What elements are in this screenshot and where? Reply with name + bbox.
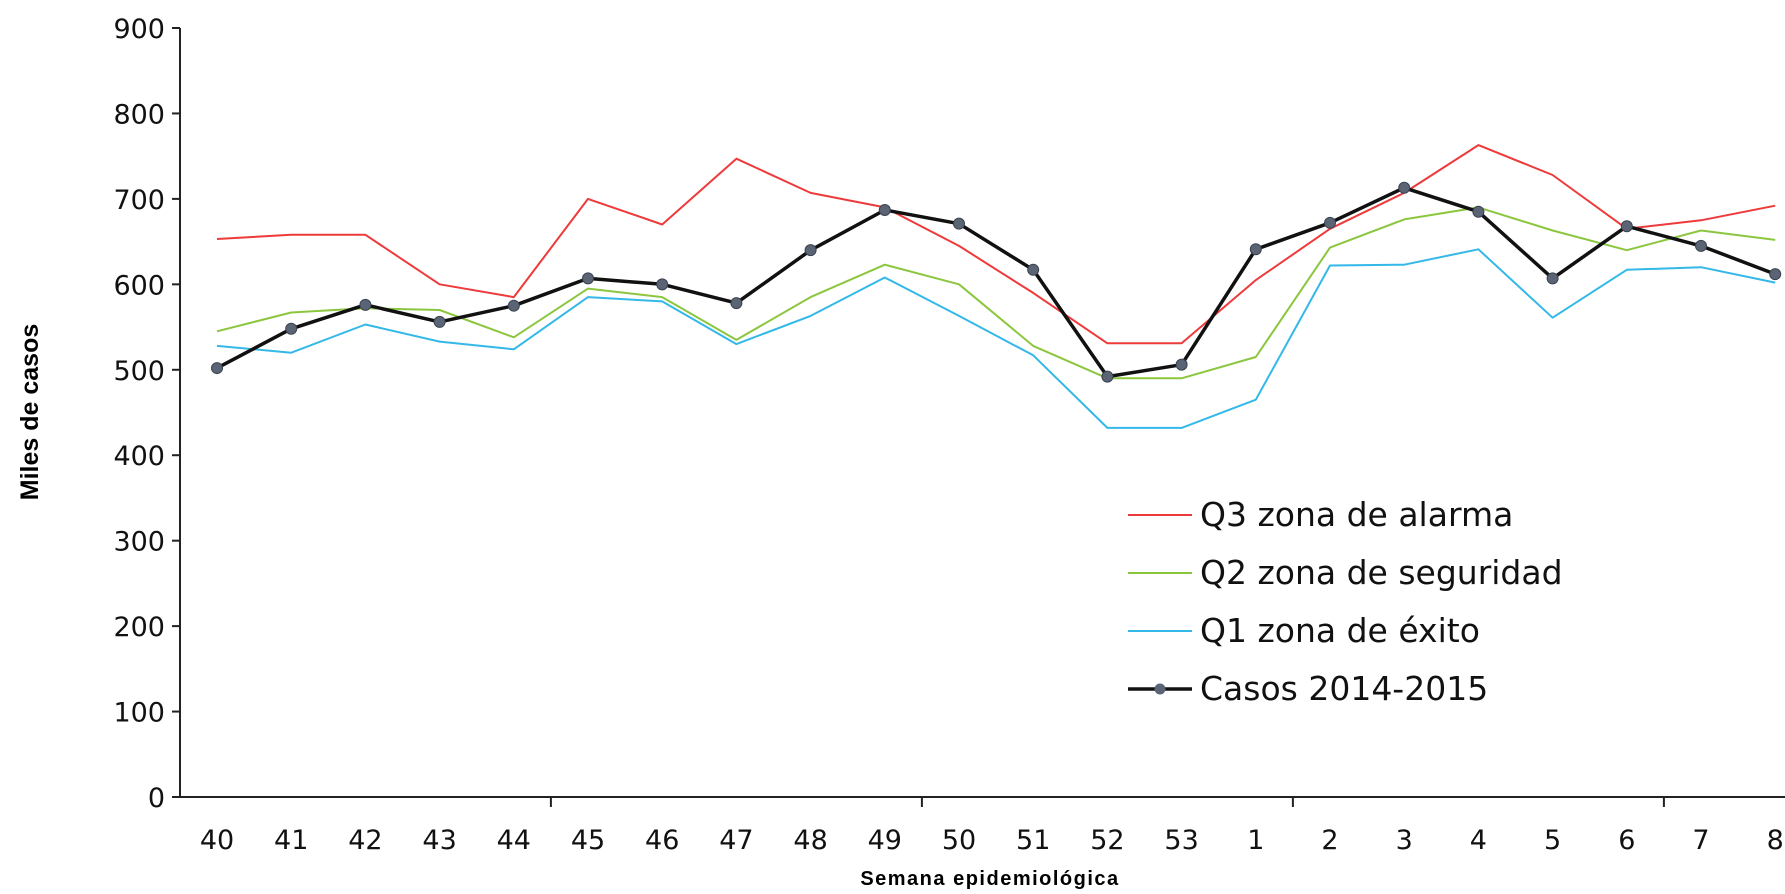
data-point bbox=[433, 315, 446, 328]
x-tick-label: 44 bbox=[497, 825, 531, 856]
data-point bbox=[285, 322, 298, 335]
x-tick-label: 46 bbox=[645, 825, 679, 856]
y-tick-label: 500 bbox=[113, 356, 165, 387]
x-tick-label: 7 bbox=[1692, 825, 1709, 856]
x-ticks: 40 41 42 43 44 45 46 47 48 49 50 51 52 53 1 2 3 4 5 6 7 8 bbox=[200, 797, 1784, 856]
data-point bbox=[1620, 220, 1633, 233]
legend-label: Q2 zona de seguridad bbox=[1200, 553, 1563, 592]
data-point bbox=[359, 298, 372, 311]
data-point bbox=[1101, 370, 1114, 383]
data-point bbox=[953, 217, 965, 230]
data-point bbox=[1398, 181, 1411, 194]
x-tick-label: 43 bbox=[422, 825, 456, 856]
legend-label: Q3 zona de alarma bbox=[1200, 495, 1513, 534]
data-point bbox=[1472, 205, 1485, 218]
y-tick-label: 700 bbox=[113, 185, 165, 216]
x-tick-label: 40 bbox=[200, 825, 234, 856]
x-tick-label: 53 bbox=[1164, 825, 1198, 856]
y-ticks: 0 100 200 300 400 500 600 700 800 900 bbox=[113, 14, 180, 814]
y-tick-label: 600 bbox=[113, 270, 165, 301]
x-tick-label: 48 bbox=[793, 825, 827, 856]
data-point bbox=[1324, 216, 1336, 229]
series-line-q1-zona-de-xito bbox=[216, 248, 1776, 429]
data-point bbox=[211, 362, 223, 375]
x-tick-label: 49 bbox=[868, 825, 902, 856]
data-point bbox=[804, 244, 817, 257]
x-tick-label: 50 bbox=[942, 825, 976, 856]
legend-marker bbox=[1154, 683, 1166, 695]
y-axis-title: Miles de casos bbox=[16, 324, 44, 500]
series-line-q3-zona-de-alarma bbox=[216, 144, 1776, 345]
x-tick-label: 8 bbox=[1767, 825, 1784, 856]
series-markers bbox=[211, 181, 1782, 383]
legend-label: Casos 2014-2015 bbox=[1200, 669, 1488, 708]
series-lines bbox=[216, 144, 1776, 429]
y-tick-label: 100 bbox=[113, 698, 165, 729]
series-line-q2-zona-de-seguridad bbox=[216, 206, 1776, 380]
x-tick-label: 1 bbox=[1247, 825, 1264, 856]
axes bbox=[179, 28, 1785, 798]
x-tick-label: 41 bbox=[274, 825, 308, 856]
x-tick-label: 47 bbox=[719, 825, 753, 856]
y-tick-label: 0 bbox=[148, 783, 165, 814]
y-tick-label: 900 bbox=[113, 14, 165, 45]
data-point bbox=[1769, 268, 1782, 281]
y-tick-label: 400 bbox=[113, 441, 165, 472]
x-tick-label: 5 bbox=[1544, 825, 1561, 856]
data-point bbox=[1249, 243, 1262, 256]
y-tick-label: 300 bbox=[113, 527, 165, 558]
series-line-casos-2014-2015 bbox=[216, 186, 1776, 379]
data-point bbox=[1175, 358, 1188, 371]
x-tick-label: 2 bbox=[1321, 825, 1338, 856]
data-point bbox=[1695, 239, 1707, 252]
data-point bbox=[656, 278, 669, 291]
data-point bbox=[507, 299, 520, 312]
data-point bbox=[582, 272, 594, 285]
legend-label: Q1 zona de éxito bbox=[1200, 611, 1480, 650]
legend: Q3 zona de alarma Q2 zona de seguridad Q1 … bbox=[1128, 495, 1563, 708]
x-tick-label: 45 bbox=[571, 825, 605, 856]
x-tick-label: 52 bbox=[1090, 825, 1124, 856]
data-point bbox=[730, 297, 743, 310]
data-point bbox=[1546, 272, 1559, 285]
x-tick-label: 42 bbox=[348, 825, 382, 856]
y-tick-label: 200 bbox=[113, 612, 165, 643]
data-point bbox=[878, 203, 891, 216]
x-tick-label: 51 bbox=[1016, 825, 1050, 856]
data-point bbox=[1027, 263, 1040, 276]
x-axis-title: Semana epidemiológica bbox=[860, 868, 1119, 890]
x-tick-label: 3 bbox=[1396, 825, 1413, 856]
x-tick-label: 6 bbox=[1618, 825, 1635, 856]
x-tick-label: 4 bbox=[1470, 825, 1487, 856]
y-tick-label: 800 bbox=[113, 99, 165, 130]
